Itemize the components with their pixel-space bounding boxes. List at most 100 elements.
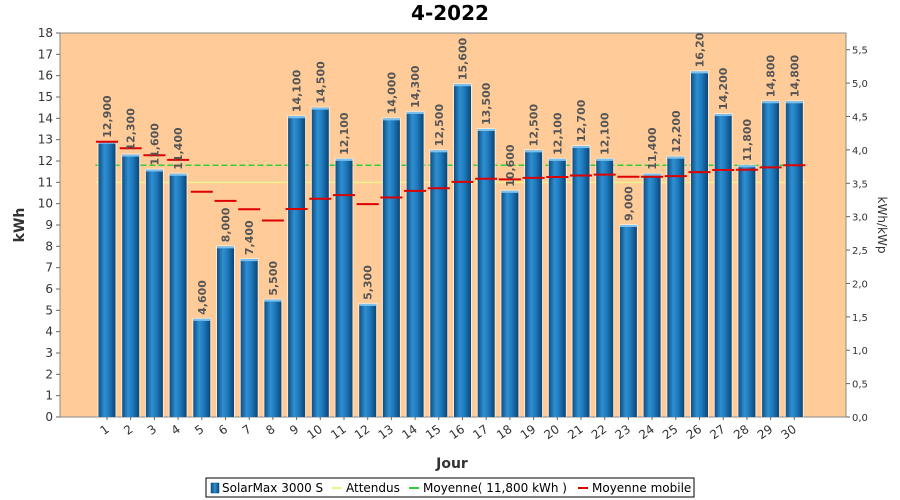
y2-axis-ticks: 0,0 0,5 1,0 1,5 2,0 2,5 3,0 3,5 4,0 4,5 5,0 5,5 — [846, 46, 868, 424]
bar — [169, 173, 187, 417]
moving-average-series — [96, 140, 806, 222]
bar-top-highlight — [240, 259, 258, 262]
bar — [596, 158, 614, 417]
bar — [122, 154, 140, 417]
data-label: 12,500 — [528, 104, 541, 147]
x-tick-label: 27 — [707, 422, 728, 442]
data-label: 11,400 — [646, 127, 659, 170]
bar-top-highlight — [548, 158, 566, 161]
x-axis-ticks: 1 2 3 4 5 6 7 8 9 10 11 12 13 14 15 16 17 18 19 20 21 22 23 24 2… — [97, 417, 799, 442]
data-label: 11,600 — [148, 123, 161, 166]
bar-top-highlight — [525, 150, 543, 153]
bar-top-highlight — [264, 299, 282, 302]
legend-box — [205, 477, 695, 498]
x-tick-label: 24 — [636, 422, 657, 442]
bar — [406, 111, 424, 417]
bar — [525, 150, 543, 418]
x-tick-label: 5 — [192, 422, 206, 438]
bar-top-highlight — [596, 158, 614, 161]
x-tick-label: 7 — [240, 422, 254, 438]
bar — [738, 165, 756, 417]
bar-top-highlight — [311, 107, 329, 110]
bar — [785, 101, 803, 418]
data-label: 12,700 — [575, 99, 588, 142]
y-tick-label: 13 — [38, 133, 53, 147]
y2-tick-label: 4,5 — [852, 112, 868, 123]
bar-top-highlight — [572, 146, 590, 149]
legend-label-solarmax: SolarMax 3000 S — [222, 481, 323, 495]
x-tick-label: 19 — [518, 422, 539, 442]
x-tick-label: 1 — [97, 422, 111, 438]
bar-top-highlight — [667, 156, 685, 159]
y2-tick-label: 1,0 — [852, 346, 868, 357]
bar-top-highlight — [335, 158, 353, 161]
y2-tick-label: 0,0 — [852, 413, 868, 424]
x-tick-label: 9 — [287, 422, 301, 438]
bar-top-highlight — [406, 111, 424, 114]
data-label: 4,600 — [196, 280, 209, 315]
legend-swatch-solarmax — [210, 482, 220, 494]
bar — [714, 114, 732, 418]
data-label: 8,000 — [220, 207, 233, 242]
bar — [548, 158, 566, 417]
data-label: 14,200 — [717, 67, 730, 110]
bar-top-highlight — [359, 303, 377, 306]
x-axis-title: Jour — [435, 456, 468, 472]
bar — [454, 84, 471, 417]
data-label: 12,100 — [551, 112, 564, 155]
data-label: 14,800 — [788, 54, 801, 97]
data-labels: 12,900 12,300 11,600 11,400 4,600 8,000 7,400 5… — [101, 32, 801, 315]
bar — [288, 116, 306, 417]
y-tick-label: 1 — [45, 389, 53, 403]
bar — [311, 107, 329, 418]
x-tick-label: 10 — [304, 422, 325, 442]
x-tick-label: 8 — [263, 422, 277, 438]
bar-top-highlight — [169, 173, 187, 176]
bar — [217, 246, 234, 417]
data-label: 12,900 — [101, 95, 114, 138]
data-label: 12,200 — [670, 110, 683, 153]
x-tick-label: 30 — [778, 422, 799, 442]
bar — [501, 190, 519, 417]
bar — [762, 101, 780, 418]
bar — [145, 169, 163, 417]
bar-top-highlight — [122, 154, 140, 157]
y-tick-label: 4 — [45, 325, 53, 339]
x-tick-label: 11 — [328, 422, 349, 442]
bar-top-highlight — [785, 101, 803, 104]
y-axis-title: kWh — [12, 208, 28, 243]
bar-top-highlight — [288, 116, 306, 119]
y-tick-label: 0 — [45, 410, 53, 424]
bars — [97, 70, 804, 418]
y2-tick-label: 1,5 — [852, 313, 868, 324]
bar — [572, 146, 590, 418]
data-label: 5,300 — [362, 265, 375, 300]
data-label: 7,400 — [243, 220, 256, 255]
legend-label-moyenne: Moyenne( 11,800 kWh ) — [423, 481, 567, 495]
bar-top-highlight — [619, 225, 637, 227]
x-tick-label: 29 — [755, 422, 776, 442]
bar — [335, 158, 353, 417]
data-label: 14,100 — [291, 69, 304, 112]
x-tick-label: 13 — [376, 422, 397, 442]
y-tick-label: 3 — [45, 346, 53, 360]
y-tick-label: 11 — [38, 175, 53, 189]
x-tick-label: 4 — [169, 422, 183, 438]
data-label: 9,000 — [622, 186, 635, 221]
bar-top-highlight — [430, 150, 448, 153]
bar — [477, 129, 495, 417]
x-tick-label: 21 — [565, 422, 586, 442]
y-tick-label: 8 — [45, 239, 53, 253]
x-tick-label: 14 — [399, 422, 420, 442]
legend-label-moyenne-mobile: Moyenne mobile — [592, 481, 691, 495]
x-tick-label: 3 — [145, 422, 159, 438]
y-tick-label: 7 — [45, 261, 53, 275]
bar — [691, 71, 708, 418]
y-tick-label: 16 — [38, 69, 53, 83]
y2-tick-label: 0,5 — [852, 380, 868, 391]
y-tick-label: 14 — [38, 111, 53, 125]
bar — [193, 318, 211, 417]
y-tick-label: 15 — [38, 90, 53, 104]
bar-top-highlight — [193, 318, 211, 321]
data-label: 11,800 — [741, 118, 754, 161]
